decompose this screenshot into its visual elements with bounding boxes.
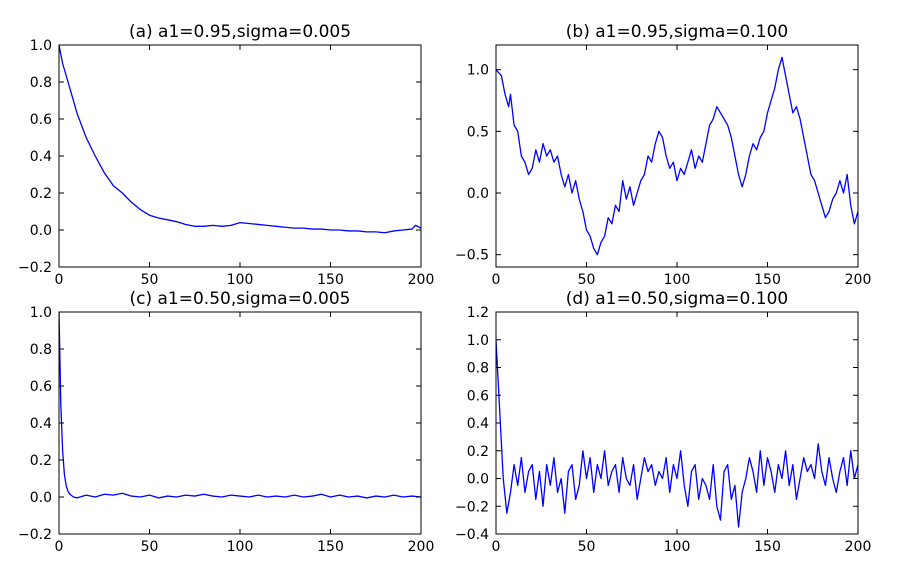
plot-frame xyxy=(58,311,422,535)
y-tick-label: 0.6 xyxy=(30,379,52,395)
y-tick-label: −0.4 xyxy=(455,527,489,543)
y-tick-label: 0.8 xyxy=(30,342,52,358)
subplot-title: (d) a1=0.50,sigma=0.100 xyxy=(566,289,788,309)
subplot-c: (c) a1=0.50,sigma=0.005 0 50 100 150 200 −0.2 0… xyxy=(18,289,434,555)
x-tick-label: 0 xyxy=(492,539,501,555)
series-line xyxy=(496,56,858,256)
y-tick-label: −0.5 xyxy=(455,248,489,264)
x-tick-label: 100 xyxy=(664,272,691,288)
y-tick-label: −0.2 xyxy=(455,499,489,515)
y-tick-label: 0.6 xyxy=(30,112,52,128)
x-tick-label: 150 xyxy=(317,539,344,555)
x-tick-label: 150 xyxy=(754,539,781,555)
y-tick-label: 0.2 xyxy=(30,453,52,469)
x-tick-label: 100 xyxy=(664,539,691,555)
y-tick-label: 0.4 xyxy=(467,416,489,432)
y-tick-label: −0.2 xyxy=(18,260,52,276)
x-tick-label: 100 xyxy=(227,272,254,288)
subplot-title: (a) a1=0.95,sigma=0.005 xyxy=(129,22,351,42)
y-tick-label: 0.0 xyxy=(467,472,489,488)
subplot-title: (c) a1=0.50,sigma=0.005 xyxy=(129,289,350,309)
y-tick-label: 0.0 xyxy=(30,223,52,239)
y-tick-label: 0.5 xyxy=(467,124,489,140)
y-tick-label: 1.0 xyxy=(30,38,52,54)
y-tick-label: 0.2 xyxy=(467,444,489,460)
x-tick-label: 200 xyxy=(845,272,872,288)
y-tick-label: 1.0 xyxy=(467,333,489,349)
y-tick-label: 0.8 xyxy=(30,75,52,91)
y-tick-label: 0.4 xyxy=(30,416,52,432)
plot-frame xyxy=(495,44,859,268)
y-tick-label: −0.2 xyxy=(18,527,52,543)
series-line xyxy=(59,312,421,499)
series-line xyxy=(59,45,421,234)
x-tick-label: 150 xyxy=(754,272,781,288)
x-tick-label: 200 xyxy=(408,272,435,288)
plot-frame xyxy=(58,44,422,268)
x-tick-label: 150 xyxy=(317,272,344,288)
y-tick-label: 1.2 xyxy=(467,305,489,321)
y-tick-label: 0.6 xyxy=(467,388,489,404)
x-tick-label: 50 xyxy=(141,539,159,555)
plot-frame xyxy=(495,311,859,535)
x-tick-label: 0 xyxy=(492,272,501,288)
y-tick-label: 0.2 xyxy=(30,186,52,202)
y-tick-label: 1.0 xyxy=(30,305,52,321)
y-tick-label: 0.0 xyxy=(30,490,52,506)
subplot-d: (d) a1=0.50,sigma=0.100 0 50 100 150 200 −0.4 −… xyxy=(455,289,871,555)
subplot-a: (a) a1=0.95,sigma=0.005 0 50 100 150 200 −0.2 0… xyxy=(18,22,434,288)
x-tick-label: 0 xyxy=(55,272,64,288)
x-tick-label: 100 xyxy=(227,539,254,555)
x-tick-label: 50 xyxy=(578,272,596,288)
y-tick-label: 0.0 xyxy=(467,186,489,202)
x-tick-label: 200 xyxy=(408,539,435,555)
y-tick-label: 0.8 xyxy=(467,361,489,377)
x-tick-label: 50 xyxy=(141,272,159,288)
y-tick-label: 0.4 xyxy=(30,149,52,165)
x-tick-label: 0 xyxy=(55,539,64,555)
series-line xyxy=(496,339,858,528)
subplot-title: (b) a1=0.95,sigma=0.100 xyxy=(566,22,788,42)
x-tick-label: 50 xyxy=(578,539,596,555)
subplot-b: (b) a1=0.95,sigma=0.100 0 50 100 150 200 −0.5 0… xyxy=(455,22,871,288)
y-tick-label: 1.0 xyxy=(467,63,489,79)
x-tick-label: 200 xyxy=(845,539,872,555)
